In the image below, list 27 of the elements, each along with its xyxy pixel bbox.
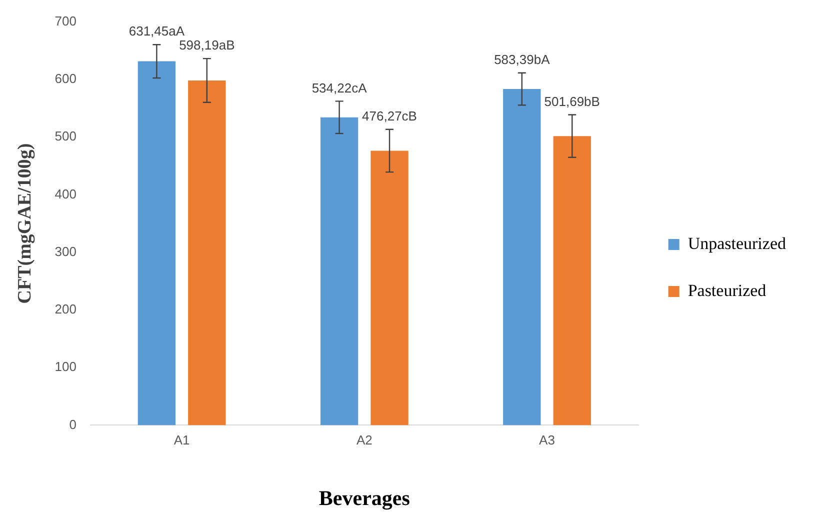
bar — [553, 136, 591, 426]
data-label: 501,69bB — [544, 94, 600, 109]
data-label: 583,39bA — [494, 52, 550, 67]
bar — [370, 150, 408, 426]
data-label: 476,27cB — [362, 108, 417, 124]
bar — [188, 80, 226, 426]
legend-label: Pasteurized — [688, 280, 767, 300]
data-label: 534,22cA — [312, 80, 368, 96]
bar — [138, 61, 176, 426]
x-tick-label: A2 — [356, 432, 372, 448]
bar — [320, 117, 358, 426]
y-tick-label: 200 — [54, 302, 76, 317]
bar — [503, 89, 541, 426]
y-tick-label: 100 — [54, 359, 76, 374]
y-tick-label: 600 — [54, 71, 76, 86]
data-label: 631,45aA — [128, 24, 185, 39]
y-tick-label: 300 — [54, 244, 76, 259]
data-label: 598,19aB — [179, 38, 235, 53]
x-axis-title: Beverages — [318, 486, 410, 510]
legend-label: Unpasteurized — [688, 234, 786, 253]
y-tick-label: 0 — [69, 416, 76, 432]
y-tick-label: 400 — [54, 186, 76, 202]
x-tick-label: A3 — [539, 432, 555, 448]
y-tick-label: 500 — [54, 128, 76, 144]
y-axis-title: CFT(mgGAE/100g) — [14, 143, 36, 304]
y-tick-label: 700 — [54, 13, 76, 28]
x-tick-label: A1 — [174, 432, 190, 448]
